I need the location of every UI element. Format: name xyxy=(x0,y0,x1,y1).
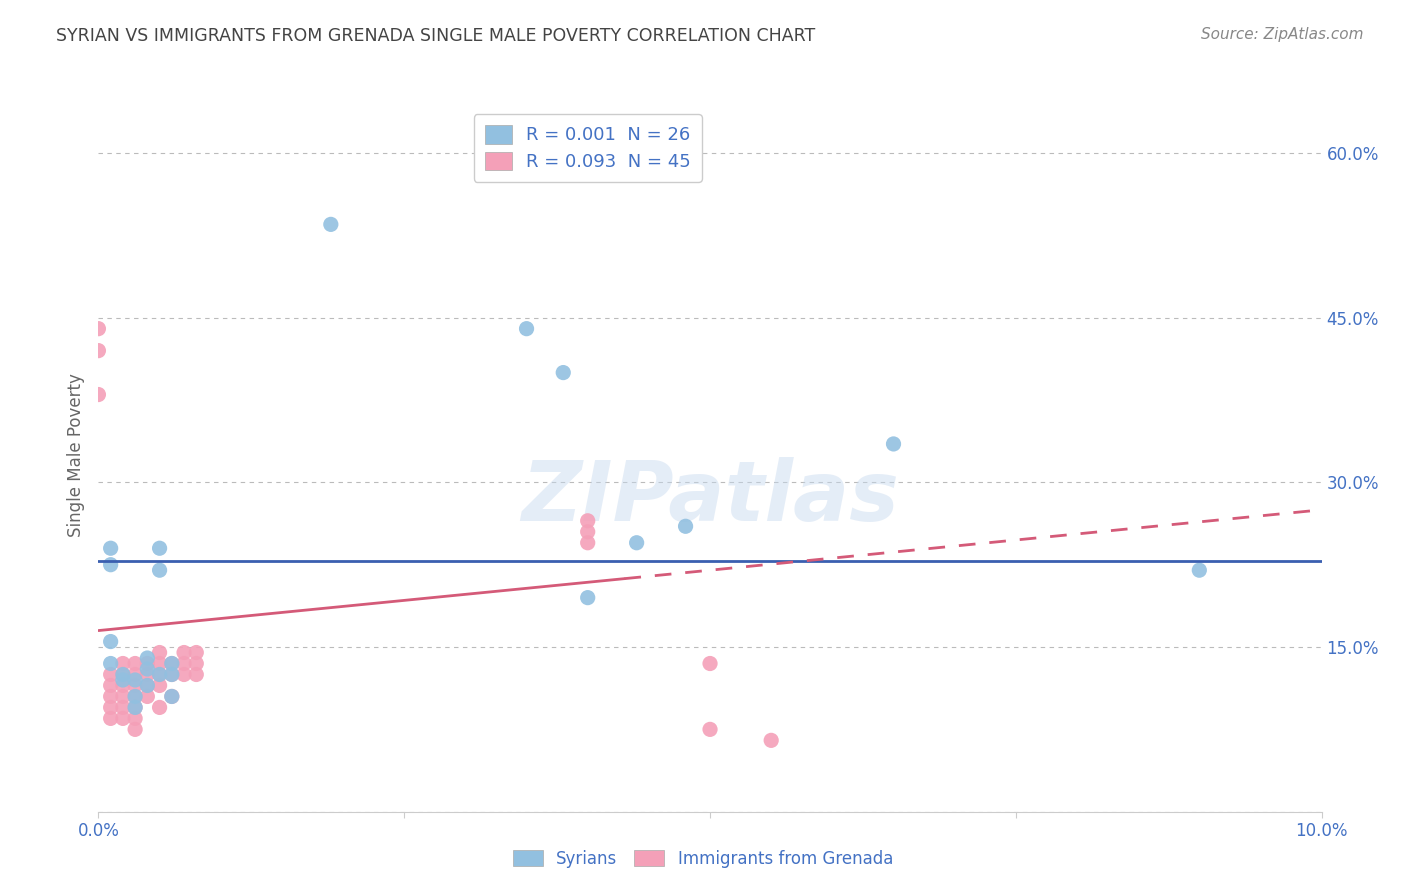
Point xyxy=(87,387,110,401)
Point xyxy=(124,667,146,681)
Point xyxy=(136,651,159,665)
Point xyxy=(111,690,134,704)
Point xyxy=(576,591,599,605)
Point xyxy=(124,700,146,714)
Point xyxy=(186,646,208,660)
Point xyxy=(136,678,159,692)
Point xyxy=(186,667,208,681)
Point xyxy=(111,700,134,714)
Point xyxy=(111,667,134,681)
Point xyxy=(516,321,538,335)
Point xyxy=(136,662,159,676)
Point xyxy=(100,657,122,671)
Point xyxy=(149,563,172,577)
Point xyxy=(186,657,208,671)
Point xyxy=(173,657,195,671)
Point xyxy=(173,646,195,660)
Point xyxy=(136,657,159,671)
Point xyxy=(759,733,782,747)
Point xyxy=(111,667,134,681)
Point xyxy=(124,690,146,704)
Point xyxy=(100,634,122,648)
Point xyxy=(124,690,146,704)
Point xyxy=(124,657,146,671)
Text: Source: ZipAtlas.com: Source: ZipAtlas.com xyxy=(1201,27,1364,42)
Point xyxy=(111,711,134,725)
Point xyxy=(136,667,159,681)
Text: SYRIAN VS IMMIGRANTS FROM GRENADA SINGLE MALE POVERTY CORRELATION CHART: SYRIAN VS IMMIGRANTS FROM GRENADA SINGLE… xyxy=(56,27,815,45)
Point xyxy=(1188,563,1211,577)
Point xyxy=(111,678,134,692)
Point xyxy=(100,711,122,725)
Point xyxy=(160,657,183,671)
Point xyxy=(149,667,172,681)
Point xyxy=(160,657,183,671)
Point xyxy=(100,667,122,681)
Point xyxy=(100,558,122,572)
Point xyxy=(160,667,183,681)
Point xyxy=(149,541,172,556)
Point xyxy=(100,690,122,704)
Point xyxy=(111,673,134,687)
Point xyxy=(149,678,172,692)
Point xyxy=(173,667,195,681)
Legend: R = 0.001  N = 26, R = 0.093  N = 45: R = 0.001 N = 26, R = 0.093 N = 45 xyxy=(474,114,702,182)
Point xyxy=(124,723,146,737)
Point xyxy=(124,673,146,687)
Point xyxy=(87,321,110,335)
Point xyxy=(149,667,172,681)
Point xyxy=(124,711,146,725)
Point xyxy=(149,646,172,660)
Point xyxy=(111,657,134,671)
Point xyxy=(136,690,159,704)
Point xyxy=(100,678,122,692)
Point xyxy=(160,667,183,681)
Point xyxy=(160,690,183,704)
Point xyxy=(576,514,599,528)
Point xyxy=(576,524,599,539)
Point xyxy=(699,657,721,671)
Point xyxy=(883,437,905,451)
Point xyxy=(100,541,122,556)
Point xyxy=(626,535,648,549)
Point xyxy=(149,700,172,714)
Point xyxy=(136,678,159,692)
Y-axis label: Single Male Poverty: Single Male Poverty xyxy=(67,373,86,537)
Point xyxy=(149,657,172,671)
Point xyxy=(576,535,599,549)
Point xyxy=(87,343,110,358)
Point xyxy=(553,366,575,380)
Point xyxy=(124,700,146,714)
Point xyxy=(160,690,183,704)
Point xyxy=(124,678,146,692)
Legend: Syrians, Immigrants from Grenada: Syrians, Immigrants from Grenada xyxy=(506,844,900,875)
Text: ZIPatlas: ZIPatlas xyxy=(522,458,898,538)
Point xyxy=(319,218,342,232)
Point xyxy=(675,519,697,533)
Point xyxy=(100,700,122,714)
Point xyxy=(699,723,721,737)
